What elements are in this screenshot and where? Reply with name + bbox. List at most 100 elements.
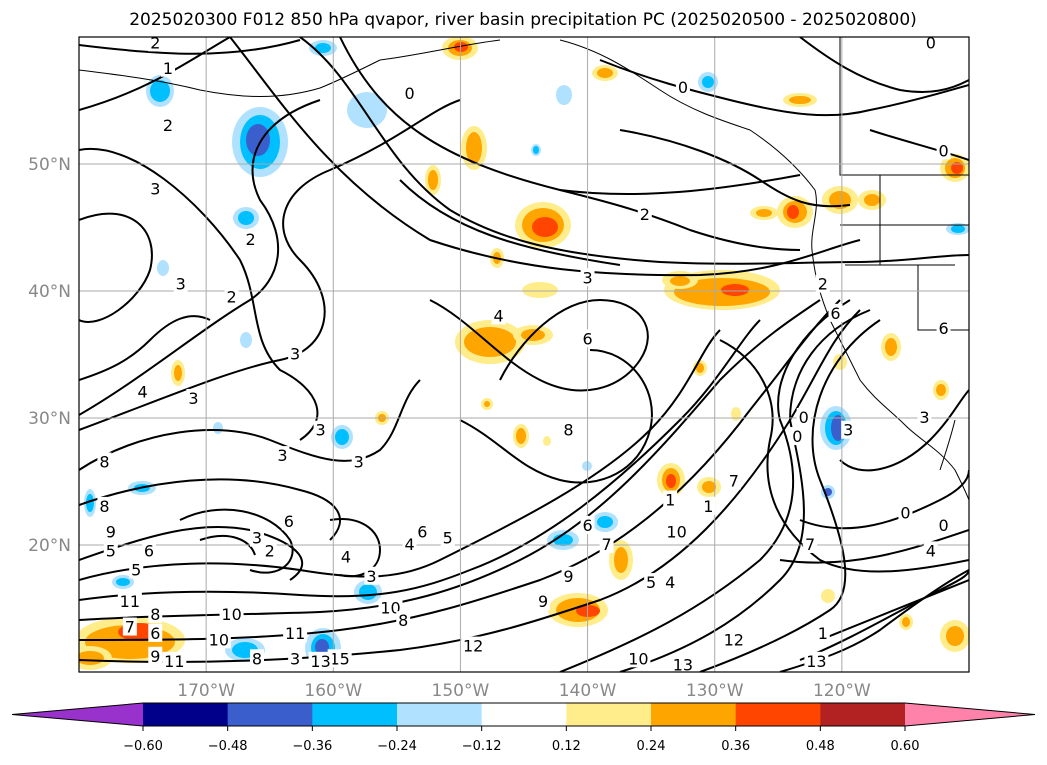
contour-label: 6 <box>582 329 592 348</box>
colorbar-segment <box>312 703 398 726</box>
contour-label-bg <box>580 268 595 287</box>
contour-label: 1 <box>703 497 713 516</box>
contour-label-bg <box>250 528 264 547</box>
qvapor-contour <box>339 37 801 195</box>
precip-pc-blob <box>532 217 558 237</box>
contour-label-bg <box>637 204 652 223</box>
precip-pc-blob <box>789 96 811 104</box>
coastline <box>811 249 969 501</box>
qvapor-contour <box>79 309 861 663</box>
contour-label-bg <box>206 630 231 649</box>
contour-label-bg <box>148 604 163 623</box>
colorbar-segment <box>735 703 821 726</box>
contour-label: 0 <box>926 33 936 52</box>
contour-label: 4 <box>665 573 675 592</box>
precip-pc-blob <box>516 428 526 444</box>
contour-label: 2 <box>265 541 275 560</box>
precip-pc-blob <box>543 436 551 446</box>
contour-label: 9 <box>563 567 573 586</box>
contour-label-bg <box>815 623 830 642</box>
contour-label: 9 <box>150 647 160 666</box>
precip-pc-blob <box>696 363 704 373</box>
precip-pc-blob <box>454 42 468 52</box>
qvapor-contour <box>79 478 341 541</box>
contour-label-bg <box>161 115 175 134</box>
contour-label-bg <box>161 58 175 77</box>
colorbar-tick-label: 0.36 <box>721 739 750 754</box>
qvapor-contour <box>429 298 649 392</box>
colorbar-tick-label: 0.60 <box>891 739 920 754</box>
contour-label-bg <box>97 452 112 471</box>
contour-label: 0 <box>792 427 802 446</box>
contour-label-bg <box>936 141 951 160</box>
coastline <box>917 265 969 331</box>
qvapor-contour <box>79 319 761 601</box>
contour-label-bg <box>461 636 486 655</box>
contour-label-bg <box>440 528 455 547</box>
chart-title: 2025020300 F012 850 hPa qvapor, river ba… <box>129 10 917 30</box>
contour-label-bg <box>796 408 811 426</box>
contour-label-bg <box>148 623 163 642</box>
contour-label-bg <box>162 651 187 670</box>
precip-pc-blob <box>79 651 104 665</box>
precip-pc-blob <box>359 584 377 600</box>
precip-pc-blob <box>246 124 270 156</box>
precip-pc-blob <box>864 194 880 206</box>
contour-label-bg <box>308 651 333 670</box>
contour-label: 0 <box>938 141 948 160</box>
contour-label-bg <box>726 471 741 490</box>
contour-label-bg <box>599 535 614 553</box>
colorbar-tick-label: 0.48 <box>806 739 835 754</box>
contour-label: 7 <box>805 535 815 554</box>
lat-tick-label: 40°N <box>28 282 71 302</box>
contour-label-bg <box>898 503 913 522</box>
contour-label: 2 <box>640 205 650 224</box>
qvapor-contour <box>79 379 421 471</box>
contour-label: 8 <box>150 605 160 624</box>
contour-label-bg <box>281 512 296 531</box>
contour-label-bg <box>103 541 118 560</box>
contour-label-bg <box>663 490 678 509</box>
contour-label: 1 <box>665 491 675 510</box>
colorbar-segment <box>227 703 313 726</box>
colorbar-tick-label: 0.24 <box>637 739 666 754</box>
contour-label-bg <box>415 522 430 541</box>
contour-label: 5 <box>131 560 141 579</box>
contour-label: 0 <box>404 84 414 103</box>
contour-label-bg <box>122 617 137 636</box>
precip-pc-blob <box>702 481 716 493</box>
contour-label-bg <box>283 623 308 642</box>
colorbar-segment <box>566 703 652 726</box>
contour-label: 3 <box>315 421 325 440</box>
contour-label-bg <box>804 651 829 670</box>
coastline <box>559 39 817 251</box>
lat-tick-label: 20°N <box>28 536 71 556</box>
colorbar-tick-label: −0.12 <box>462 739 502 754</box>
precip-pc-blob <box>150 80 170 102</box>
contour-label: 3 <box>290 345 300 364</box>
contour-label: 3 <box>150 179 160 198</box>
contour-label: 2 <box>226 287 236 306</box>
qvapor-contour <box>79 212 153 323</box>
precip-pc-blob <box>466 132 482 164</box>
colorbar-tick-label: −0.60 <box>123 739 163 754</box>
contour-label-bg <box>275 446 290 465</box>
contour-label: 5 <box>106 541 116 560</box>
contour-label: 3 <box>354 452 364 471</box>
contour-label-bg <box>923 541 938 560</box>
contour-label: 13 <box>673 656 693 675</box>
lat-tick-label: 30°N <box>28 409 71 429</box>
contour-label: 4 <box>341 548 351 567</box>
contour-label-bg <box>243 230 258 249</box>
lon-tick-label: 120°W <box>813 681 871 701</box>
qvapor-contour <box>79 39 301 55</box>
precip-pc-blob <box>238 211 254 225</box>
qvapor-contour <box>299 37 969 265</box>
precip-pc-blob <box>885 338 897 356</box>
contour-label: 7 <box>125 618 135 637</box>
qvapor-contour <box>79 315 211 381</box>
contour-label-bg <box>339 547 353 566</box>
precip-pc-blob <box>428 170 438 190</box>
qvapor-contour-layer <box>79 37 969 672</box>
qvapor-contour <box>79 329 721 581</box>
